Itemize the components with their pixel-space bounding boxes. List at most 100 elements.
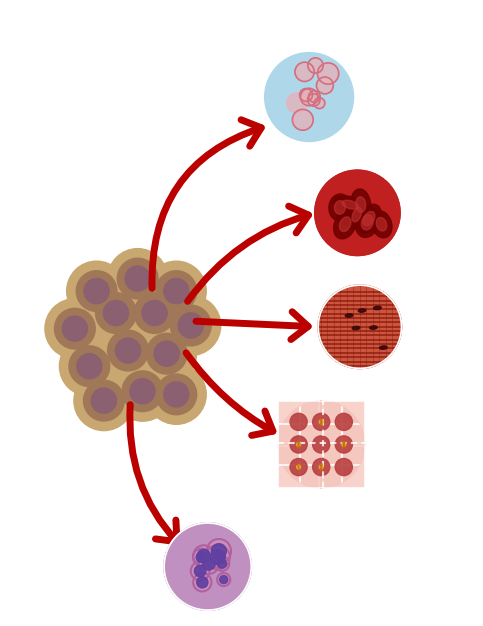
Circle shape (319, 420, 323, 424)
Circle shape (290, 436, 307, 453)
Ellipse shape (334, 201, 345, 214)
Circle shape (98, 321, 158, 381)
FancyBboxPatch shape (278, 424, 319, 465)
Circle shape (290, 413, 307, 431)
Ellipse shape (371, 210, 392, 238)
Circle shape (342, 465, 346, 469)
FancyBboxPatch shape (300, 424, 342, 465)
Circle shape (193, 549, 210, 566)
Circle shape (156, 374, 197, 415)
Circle shape (212, 543, 227, 559)
FancyBboxPatch shape (323, 401, 365, 443)
Circle shape (193, 545, 214, 567)
Circle shape (103, 300, 128, 326)
Circle shape (84, 380, 124, 421)
FancyBboxPatch shape (300, 401, 342, 443)
Circle shape (125, 266, 150, 291)
Circle shape (122, 371, 163, 412)
Circle shape (292, 71, 298, 76)
Circle shape (335, 83, 340, 88)
Circle shape (319, 465, 323, 469)
Circle shape (178, 313, 203, 338)
FancyBboxPatch shape (278, 446, 319, 488)
Circle shape (335, 413, 353, 431)
Circle shape (156, 270, 197, 312)
Circle shape (308, 58, 323, 73)
Circle shape (130, 379, 155, 404)
Ellipse shape (342, 200, 358, 209)
Ellipse shape (352, 207, 362, 222)
Circle shape (301, 94, 307, 100)
Circle shape (91, 388, 116, 413)
Circle shape (77, 354, 102, 379)
Circle shape (74, 371, 134, 431)
FancyArrowPatch shape (130, 404, 177, 541)
Ellipse shape (345, 314, 353, 317)
Circle shape (314, 96, 332, 113)
Ellipse shape (334, 210, 357, 239)
Circle shape (299, 88, 313, 101)
Circle shape (125, 283, 185, 343)
Circle shape (220, 575, 228, 583)
Circle shape (313, 413, 330, 431)
Circle shape (45, 299, 105, 359)
Circle shape (146, 333, 187, 374)
FancyArrowPatch shape (187, 206, 309, 301)
Ellipse shape (369, 326, 377, 329)
Ellipse shape (363, 212, 375, 226)
Circle shape (295, 62, 314, 81)
Circle shape (297, 465, 300, 469)
Circle shape (314, 98, 325, 108)
Circle shape (313, 458, 330, 476)
Ellipse shape (346, 210, 358, 221)
Circle shape (96, 292, 136, 334)
Circle shape (163, 522, 252, 611)
Circle shape (287, 93, 307, 113)
Circle shape (67, 261, 127, 321)
Ellipse shape (374, 306, 381, 310)
Circle shape (297, 420, 300, 424)
Circle shape (314, 170, 401, 256)
Circle shape (134, 292, 175, 334)
Circle shape (62, 316, 87, 341)
Circle shape (108, 249, 168, 309)
Ellipse shape (380, 346, 387, 349)
Circle shape (115, 338, 141, 363)
Circle shape (108, 330, 148, 371)
Circle shape (84, 279, 109, 304)
Circle shape (295, 69, 300, 74)
Circle shape (164, 279, 189, 304)
Circle shape (317, 284, 402, 369)
Circle shape (196, 552, 207, 563)
Circle shape (342, 420, 346, 424)
Circle shape (300, 88, 318, 106)
FancyArrowPatch shape (186, 353, 273, 436)
Circle shape (142, 300, 167, 326)
Circle shape (161, 295, 221, 356)
FancyBboxPatch shape (323, 446, 365, 488)
Circle shape (207, 539, 231, 563)
Circle shape (316, 77, 333, 94)
Ellipse shape (352, 326, 360, 330)
Circle shape (311, 85, 318, 93)
Circle shape (217, 573, 230, 586)
Ellipse shape (361, 215, 373, 230)
FancyBboxPatch shape (300, 446, 342, 488)
Circle shape (55, 308, 95, 349)
Circle shape (335, 436, 353, 453)
Circle shape (86, 283, 146, 343)
Circle shape (199, 554, 219, 574)
Circle shape (146, 261, 206, 321)
Circle shape (117, 258, 158, 299)
Circle shape (197, 550, 210, 562)
Circle shape (154, 341, 179, 366)
Circle shape (191, 562, 210, 580)
Circle shape (113, 361, 172, 421)
Ellipse shape (334, 196, 367, 213)
Ellipse shape (355, 207, 379, 237)
Circle shape (342, 443, 346, 446)
Circle shape (202, 558, 215, 570)
Ellipse shape (340, 205, 364, 227)
Circle shape (76, 270, 117, 312)
Ellipse shape (347, 200, 367, 229)
